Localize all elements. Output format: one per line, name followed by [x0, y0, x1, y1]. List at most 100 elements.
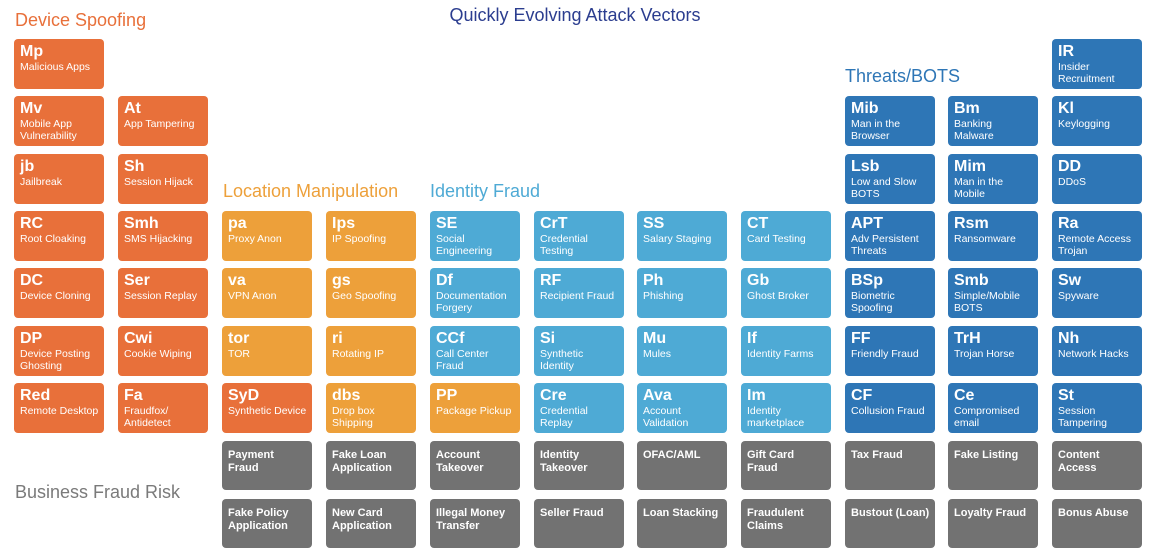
- tile-abbreviation: Ser: [124, 272, 150, 289]
- tile-abbreviation: SS: [643, 215, 665, 232]
- tile-abbreviation: va: [228, 272, 246, 289]
- business-tile-label: Tax Fraud: [851, 449, 903, 461]
- tile-name: Mobile App Vulnerability: [20, 118, 77, 142]
- business-tile-account-takeover: Account Takeover: [430, 441, 520, 490]
- tile-abbreviation: CT: [747, 215, 769, 232]
- tile-pa: pa Proxy Anon: [222, 211, 312, 261]
- tile-jb: jb Jailbreak: [14, 154, 104, 204]
- business-tile-seller-fraud: Seller Fraud: [534, 499, 624, 548]
- tile-abbreviation: tor: [228, 330, 250, 347]
- business-tile-label: Loyalty Fraud: [954, 507, 1027, 519]
- business-tile-identity-takeover: Identity Takeover: [534, 441, 624, 490]
- tile-dd: DD DDoS: [1052, 154, 1142, 204]
- tile-abbreviation: Mv: [20, 100, 43, 117]
- tile-name: DDoS: [1058, 176, 1087, 188]
- business-tile-label: Identity Takeover: [540, 449, 588, 474]
- tile-dbs: dbs Drop box Shipping: [326, 383, 416, 433]
- tile-abbreviation: DP: [20, 330, 43, 347]
- tile-name: Fraudfox/ Antidetect: [124, 405, 171, 429]
- tile-name: Credential Replay: [540, 405, 588, 429]
- tile-name: Phishing: [643, 290, 684, 302]
- tile-name: Malicious Apps: [20, 61, 91, 73]
- tile-abbreviation: Nh: [1058, 330, 1080, 347]
- tile-name: Man in the Browser: [851, 118, 901, 142]
- tile-abbreviation: RC: [20, 215, 44, 232]
- tile-cwi: Cwi Cookie Wiping: [118, 326, 208, 376]
- tile-bsp: BSp Biometric Spoofing: [845, 268, 935, 318]
- section-title-device-spoofing: Device Spoofing: [15, 10, 147, 30]
- business-tile-fake-listing: Fake Listing: [948, 441, 1038, 490]
- tile-lsb: Lsb Low and Slow BOTS: [845, 154, 935, 204]
- tile-abbreviation: If: [747, 330, 757, 347]
- tile-name: TOR: [228, 348, 250, 360]
- tile-abbreviation: Ce: [954, 387, 975, 404]
- tile-trh: TrH Trojan Horse: [948, 326, 1038, 376]
- business-tile-payment-fraud: Payment Fraud: [222, 441, 312, 490]
- tile-name: Documentation Forgery: [436, 290, 507, 314]
- tile-abbreviation: Sh: [124, 158, 145, 175]
- tile-name: Ghost Broker: [747, 290, 809, 302]
- tile-gb: Gb Ghost Broker: [741, 268, 831, 318]
- tile-abbreviation: CrT: [540, 215, 568, 232]
- tile-rc: RC Root Cloaking: [14, 211, 104, 261]
- tile-name: Salary Staging: [643, 233, 712, 245]
- tile-name: Social Engineering: [436, 233, 493, 257]
- business-tile-loyalty-fraud: Loyalty Fraud: [948, 499, 1038, 548]
- business-tile-label: Account Takeover: [436, 449, 484, 474]
- tile-name: Device Posting Ghosting: [20, 348, 91, 372]
- tile-nh: Nh Network Hacks: [1052, 326, 1142, 376]
- business-tile-label: Fraudulent Claims: [747, 507, 804, 532]
- business-tile-label: Illegal Money Transfer: [436, 507, 506, 532]
- tile-name: Session Hijack: [124, 176, 193, 188]
- business-tile-label: Bonus Abuse: [1058, 507, 1129, 519]
- section-title-threats-bots: Threats/BOTS: [845, 66, 961, 86]
- section-title-business-fraud-risk: Business Fraud Risk: [15, 482, 181, 502]
- tile-im: Im Identity marketplace: [741, 383, 831, 433]
- tile-mim: Mim Man in the Mobile: [948, 154, 1038, 204]
- tile-ra: Ra Remote Access Trojan: [1052, 211, 1142, 261]
- tile-ser: Ser Session Replay: [118, 268, 208, 318]
- tile-name: Simple/Mobile BOTS: [954, 290, 1020, 314]
- tile-mv: Mv Mobile App Vulnerability: [14, 96, 104, 146]
- tile-abbreviation: Lsb: [851, 158, 880, 175]
- tile-abbreviation: Mim: [954, 158, 986, 175]
- tile-mib: Mib Man in the Browser: [845, 96, 935, 146]
- tile-abbreviation: Ips: [332, 215, 356, 232]
- tile-abbreviation: Ph: [643, 272, 664, 289]
- tile-name: Package Pickup: [436, 405, 512, 417]
- tile-abbreviation: ri: [332, 330, 343, 347]
- section-title-identity-fraud: Identity Fraud: [430, 181, 541, 201]
- tile-abbreviation: Mib: [851, 100, 879, 117]
- tile-name: Man in the Mobile: [954, 176, 1004, 200]
- tile-name: Network Hacks: [1058, 348, 1129, 360]
- tile-abbreviation: SE: [436, 215, 458, 232]
- tile-abbreviation: Sw: [1058, 272, 1082, 289]
- tile-abbreviation: Smh: [124, 215, 159, 232]
- tile-name: App Tampering: [124, 118, 195, 130]
- tile-name: Compromised email: [954, 405, 1020, 429]
- tile-name: Banking Malware: [954, 118, 994, 142]
- tile-kl: Kl Keylogging: [1052, 96, 1142, 146]
- tile-abbreviation: Red: [20, 387, 51, 404]
- tile-name: Adv Persistent Threats: [851, 233, 919, 257]
- tile-mu: Mu Mules: [637, 326, 727, 376]
- tile-name: Trojan Horse: [954, 348, 1015, 360]
- business-tile-illegal-money-transfer: Illegal Money Transfer: [430, 499, 520, 548]
- tile-ava: Ava Account Validation: [637, 383, 727, 433]
- tile-ct: CT Card Testing: [741, 211, 831, 261]
- tile-abbreviation: Mu: [643, 330, 667, 347]
- tile-apt: APT Adv Persistent Threats: [845, 211, 935, 261]
- tile-name: Synthetic Device: [228, 405, 307, 417]
- tile-ir: IR Insider Recruitment: [1052, 39, 1142, 89]
- tile-abbreviation: IR: [1058, 43, 1074, 60]
- tile-ri: ri Rotating IP: [326, 326, 416, 376]
- tile-abbreviation: dbs: [332, 387, 361, 404]
- tile-name: Proxy Anon: [228, 233, 282, 245]
- tile-name: Ransomware: [954, 233, 1016, 245]
- tile-bm: Bm Banking Malware: [948, 96, 1038, 146]
- business-tile-content-access: Content Access: [1052, 441, 1142, 490]
- tile-rf: RF Recipient Fraud: [534, 268, 624, 318]
- tile-abbreviation: Fa: [124, 387, 143, 404]
- tile-name: SMS Hijacking: [124, 233, 193, 245]
- tile-abbreviation: pa: [228, 215, 247, 232]
